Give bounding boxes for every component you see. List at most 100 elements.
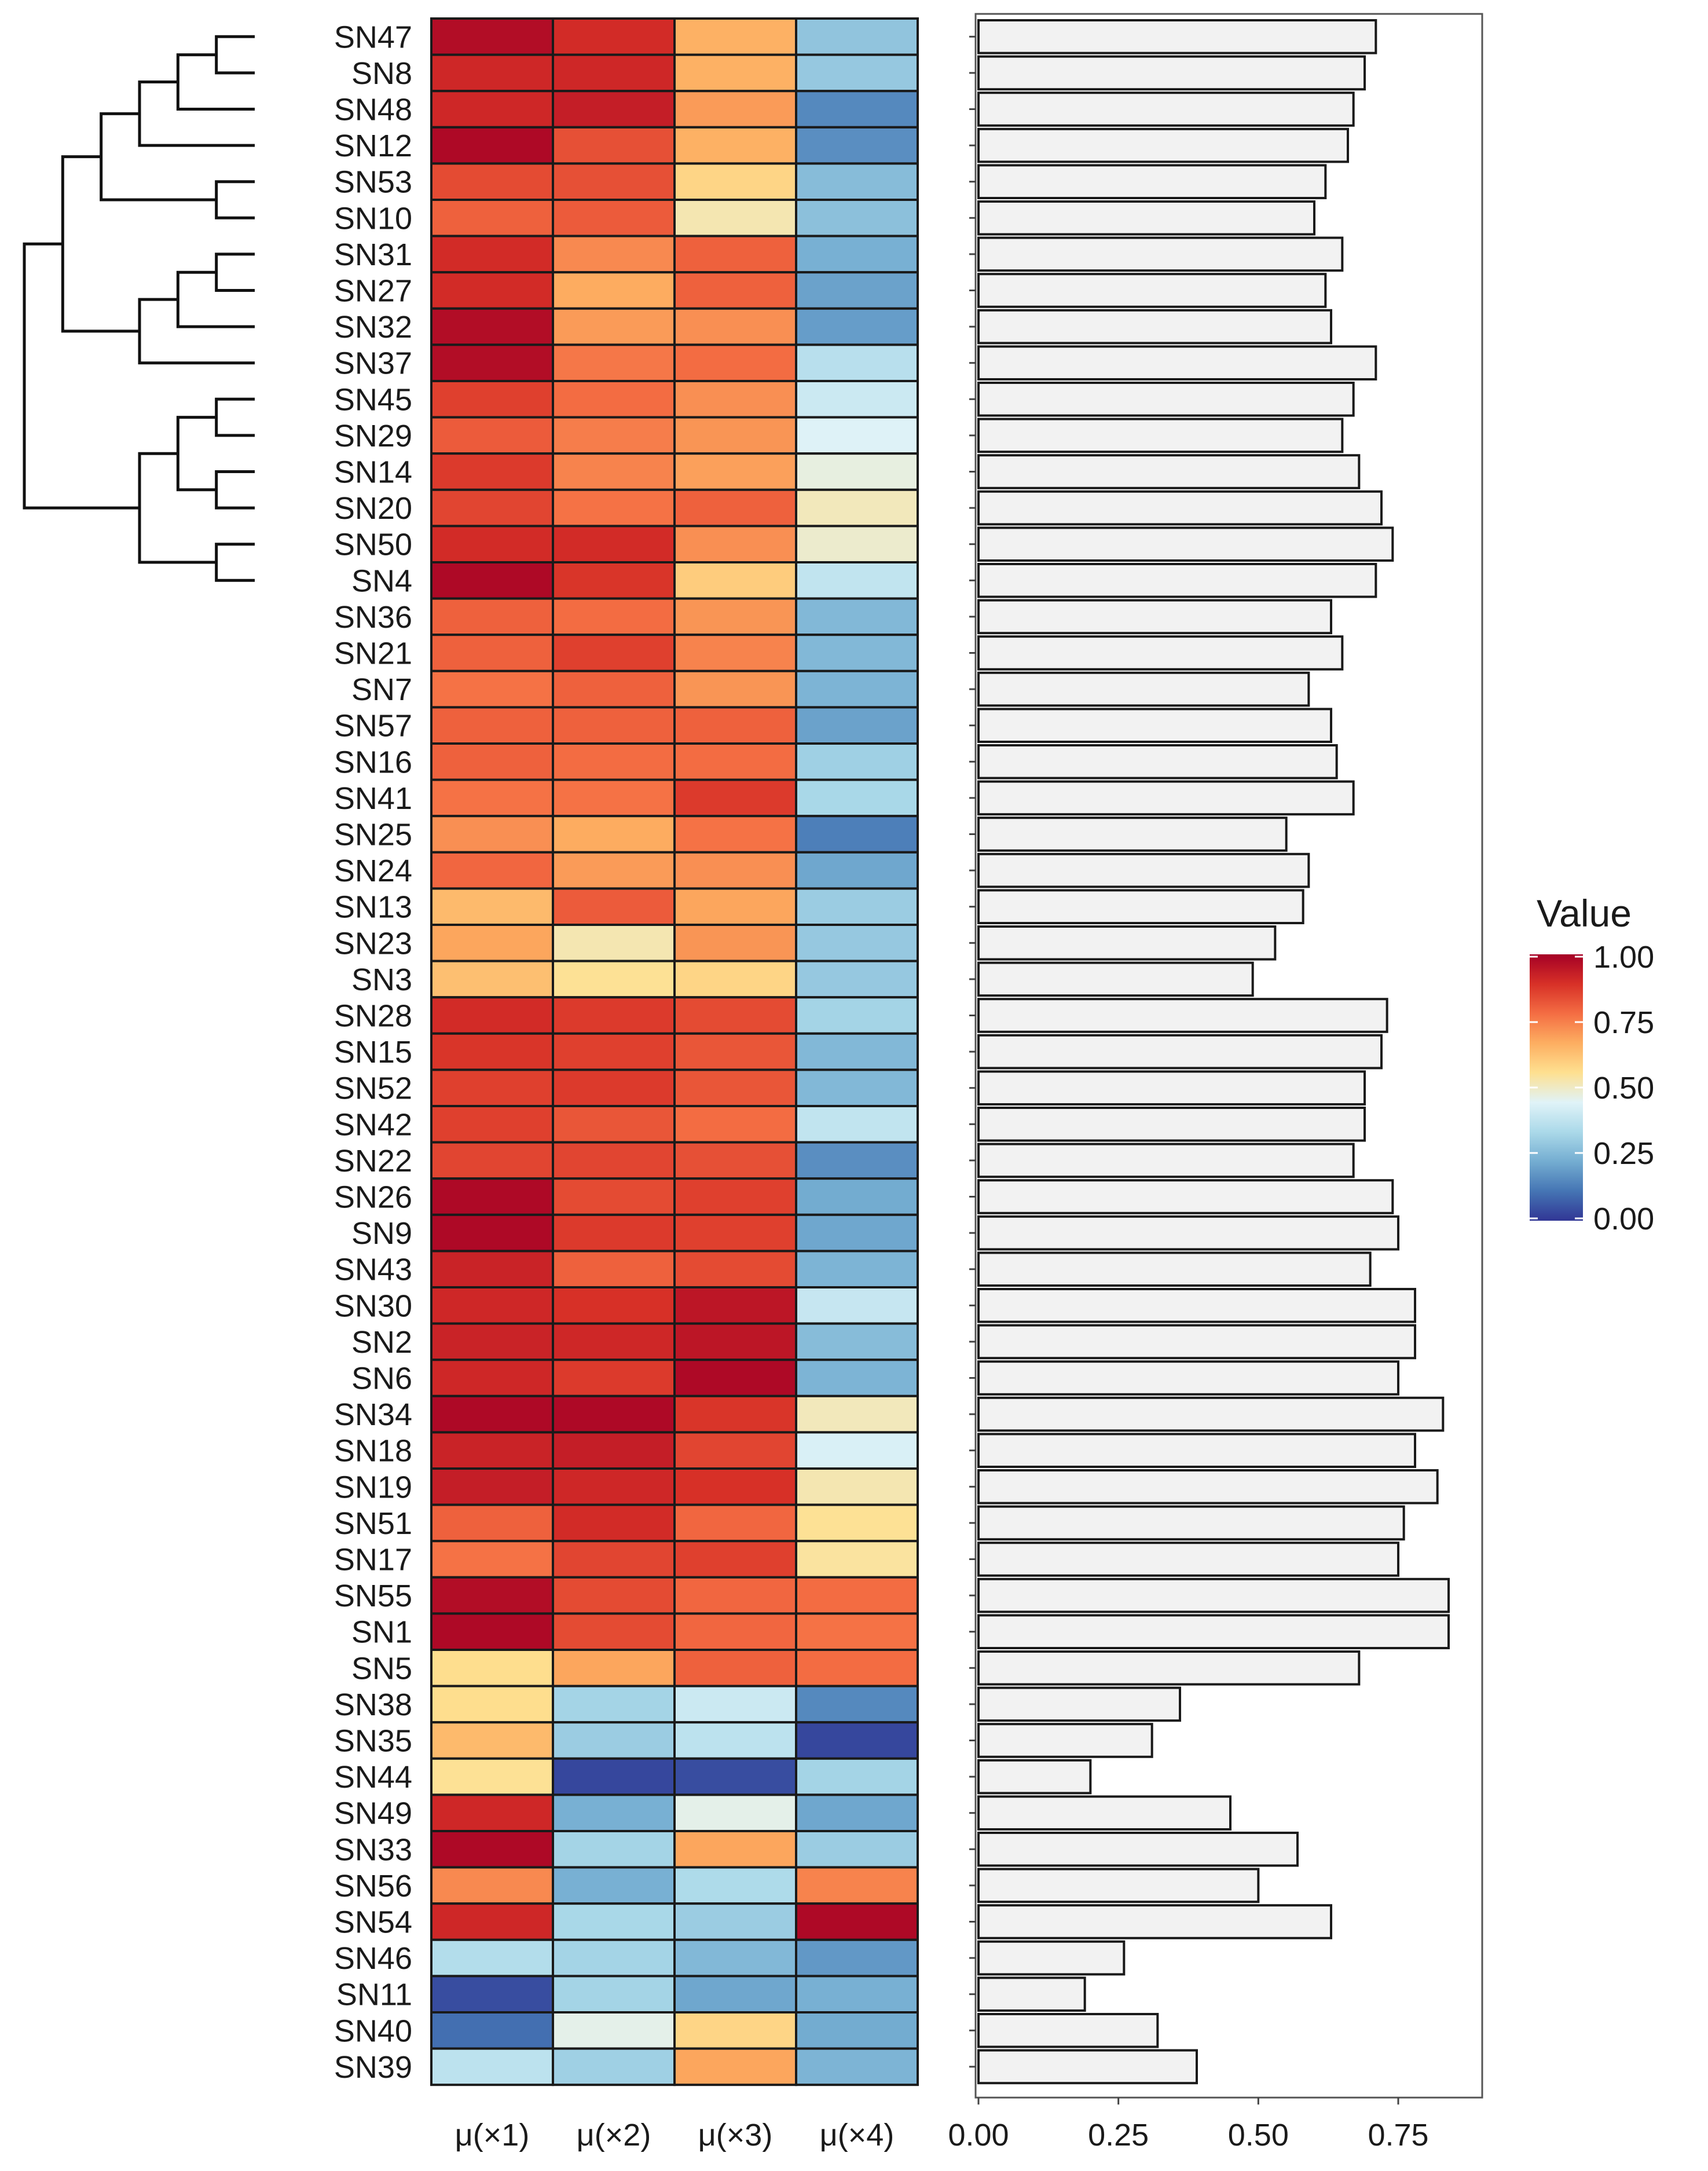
heatmap-cell: [673, 815, 797, 854]
heatmap-cell: [552, 742, 676, 781]
heatmap-cell: [673, 1068, 797, 1108]
heatmap-cell: [430, 1576, 554, 1615]
heatmap-cell: [552, 17, 676, 56]
heatmap-cell: [430, 960, 554, 999]
heatmap-cell: [795, 416, 919, 455]
heatmap-cell: [673, 597, 797, 636]
heatmap-cell: [673, 960, 797, 999]
heatmap-cell: [552, 887, 676, 927]
heatmap-cell: [673, 1975, 797, 2013]
heatmap-cell: [430, 597, 554, 636]
heatmap-cell: [552, 1576, 676, 1615]
heatmap-cell: [795, 742, 919, 781]
bar: [977, 1723, 1153, 1758]
heatmap-cell: [552, 2047, 676, 2086]
heatmap-cell: [673, 416, 797, 455]
heatmap-cell: [430, 17, 554, 56]
bar: [977, 1288, 1416, 1323]
heatmap-cell: [673, 343, 797, 383]
dendrogram-branch: [100, 112, 217, 202]
heatmap-cell: [673, 2047, 797, 2086]
heatmap-cell: [552, 271, 676, 310]
heatmap-cell: [430, 2047, 554, 2086]
heatmap-cell: [673, 2011, 797, 2050]
heatmap-cell: [795, 380, 919, 419]
heatmap-cell: [795, 778, 919, 818]
heatmap-cell: [795, 1213, 919, 1253]
row-label: SN5: [351, 1651, 412, 1686]
row-label: SN49: [334, 1796, 412, 1831]
heatmap-cell: [552, 452, 676, 491]
heatmap-cell: [430, 1105, 554, 1144]
heatmap-cell: [552, 1503, 676, 1543]
heatmap-cell: [795, 271, 919, 310]
heatmap-cell: [552, 199, 676, 237]
heatmap-cell: [795, 525, 919, 564]
heatmap-cell: [673, 1105, 797, 1144]
dendrogram-branch: [215, 180, 255, 219]
heatmap-cell: [673, 1032, 797, 1071]
heatmap-cell: [673, 1866, 797, 1905]
bar: [977, 309, 1332, 345]
heatmap-cell: [552, 235, 676, 274]
heatmap-cell: [552, 1467, 676, 1506]
heatmap-cell: [552, 706, 676, 745]
row-labels: SN47SN8SN48SN12SN53SN10SN31SN27SN32SN37S…: [334, 20, 412, 2085]
bar: [977, 1832, 1299, 1867]
heatmap-cell: [430, 1503, 554, 1543]
bar: [977, 1324, 1416, 1360]
heatmap-cell: [430, 1866, 554, 1905]
heatmap-cell: [673, 1177, 797, 1216]
bar: [977, 1650, 1361, 1686]
heatmap-cell: [795, 2047, 919, 2086]
row-dendrogram: [23, 35, 255, 582]
heatmap-cell: [795, 669, 919, 709]
bar: [977, 708, 1332, 744]
column-label: μ(×1): [455, 2118, 530, 2152]
row-label: SN9: [351, 1216, 412, 1251]
heatmap-cell: [673, 851, 797, 890]
row-label: SN3: [351, 962, 412, 997]
row-label: SN21: [334, 636, 412, 671]
bar: [977, 889, 1304, 925]
heatmap-cell: [430, 162, 554, 201]
bar: [977, 961, 1254, 997]
row-label: SN35: [334, 1724, 412, 1759]
heatmap-cell: [673, 1322, 797, 1361]
row-label: SN41: [334, 781, 412, 816]
bar: [977, 273, 1327, 308]
bar: [977, 1360, 1399, 1396]
heatmap-cell: [430, 199, 554, 237]
heatmap-cell: [430, 1540, 554, 1579]
row-label: SN56: [334, 1869, 412, 1903]
row-label: SN8: [351, 56, 412, 91]
heatmap-cell: [430, 851, 554, 890]
heatmap-cell: [795, 1685, 919, 1724]
heatmap-cell: [673, 669, 797, 709]
bar: [977, 200, 1315, 236]
heatmap-cell: [430, 235, 554, 274]
heatmap-cell: [795, 1141, 919, 1180]
bar: [977, 418, 1344, 453]
heatmap-cell: [673, 1431, 797, 1470]
dendrogram-branch: [215, 543, 255, 582]
bar: [977, 1107, 1366, 1142]
dendrogram-branch: [138, 80, 255, 147]
heatmap-cell: [430, 90, 554, 129]
heatmap-cell: [430, 1830, 554, 1869]
heatmap-cell: [673, 199, 797, 237]
bar: [977, 1433, 1416, 1468]
bar: [977, 780, 1355, 816]
heatmap-cell: [430, 1685, 554, 1724]
heatmap-cell: [552, 1359, 676, 1397]
heatmap-cell: [430, 53, 554, 93]
heatmap-cell: [673, 1721, 797, 1760]
heatmap-cell: [673, 17, 797, 56]
bar: [977, 55, 1366, 91]
heatmap-cell: [552, 778, 676, 818]
bar: [977, 1542, 1399, 1577]
heatmap-cell: [552, 1757, 676, 1796]
row-label: SN12: [334, 129, 412, 163]
heatmap-cell: [673, 1685, 797, 1724]
row-label: SN16: [334, 745, 412, 779]
